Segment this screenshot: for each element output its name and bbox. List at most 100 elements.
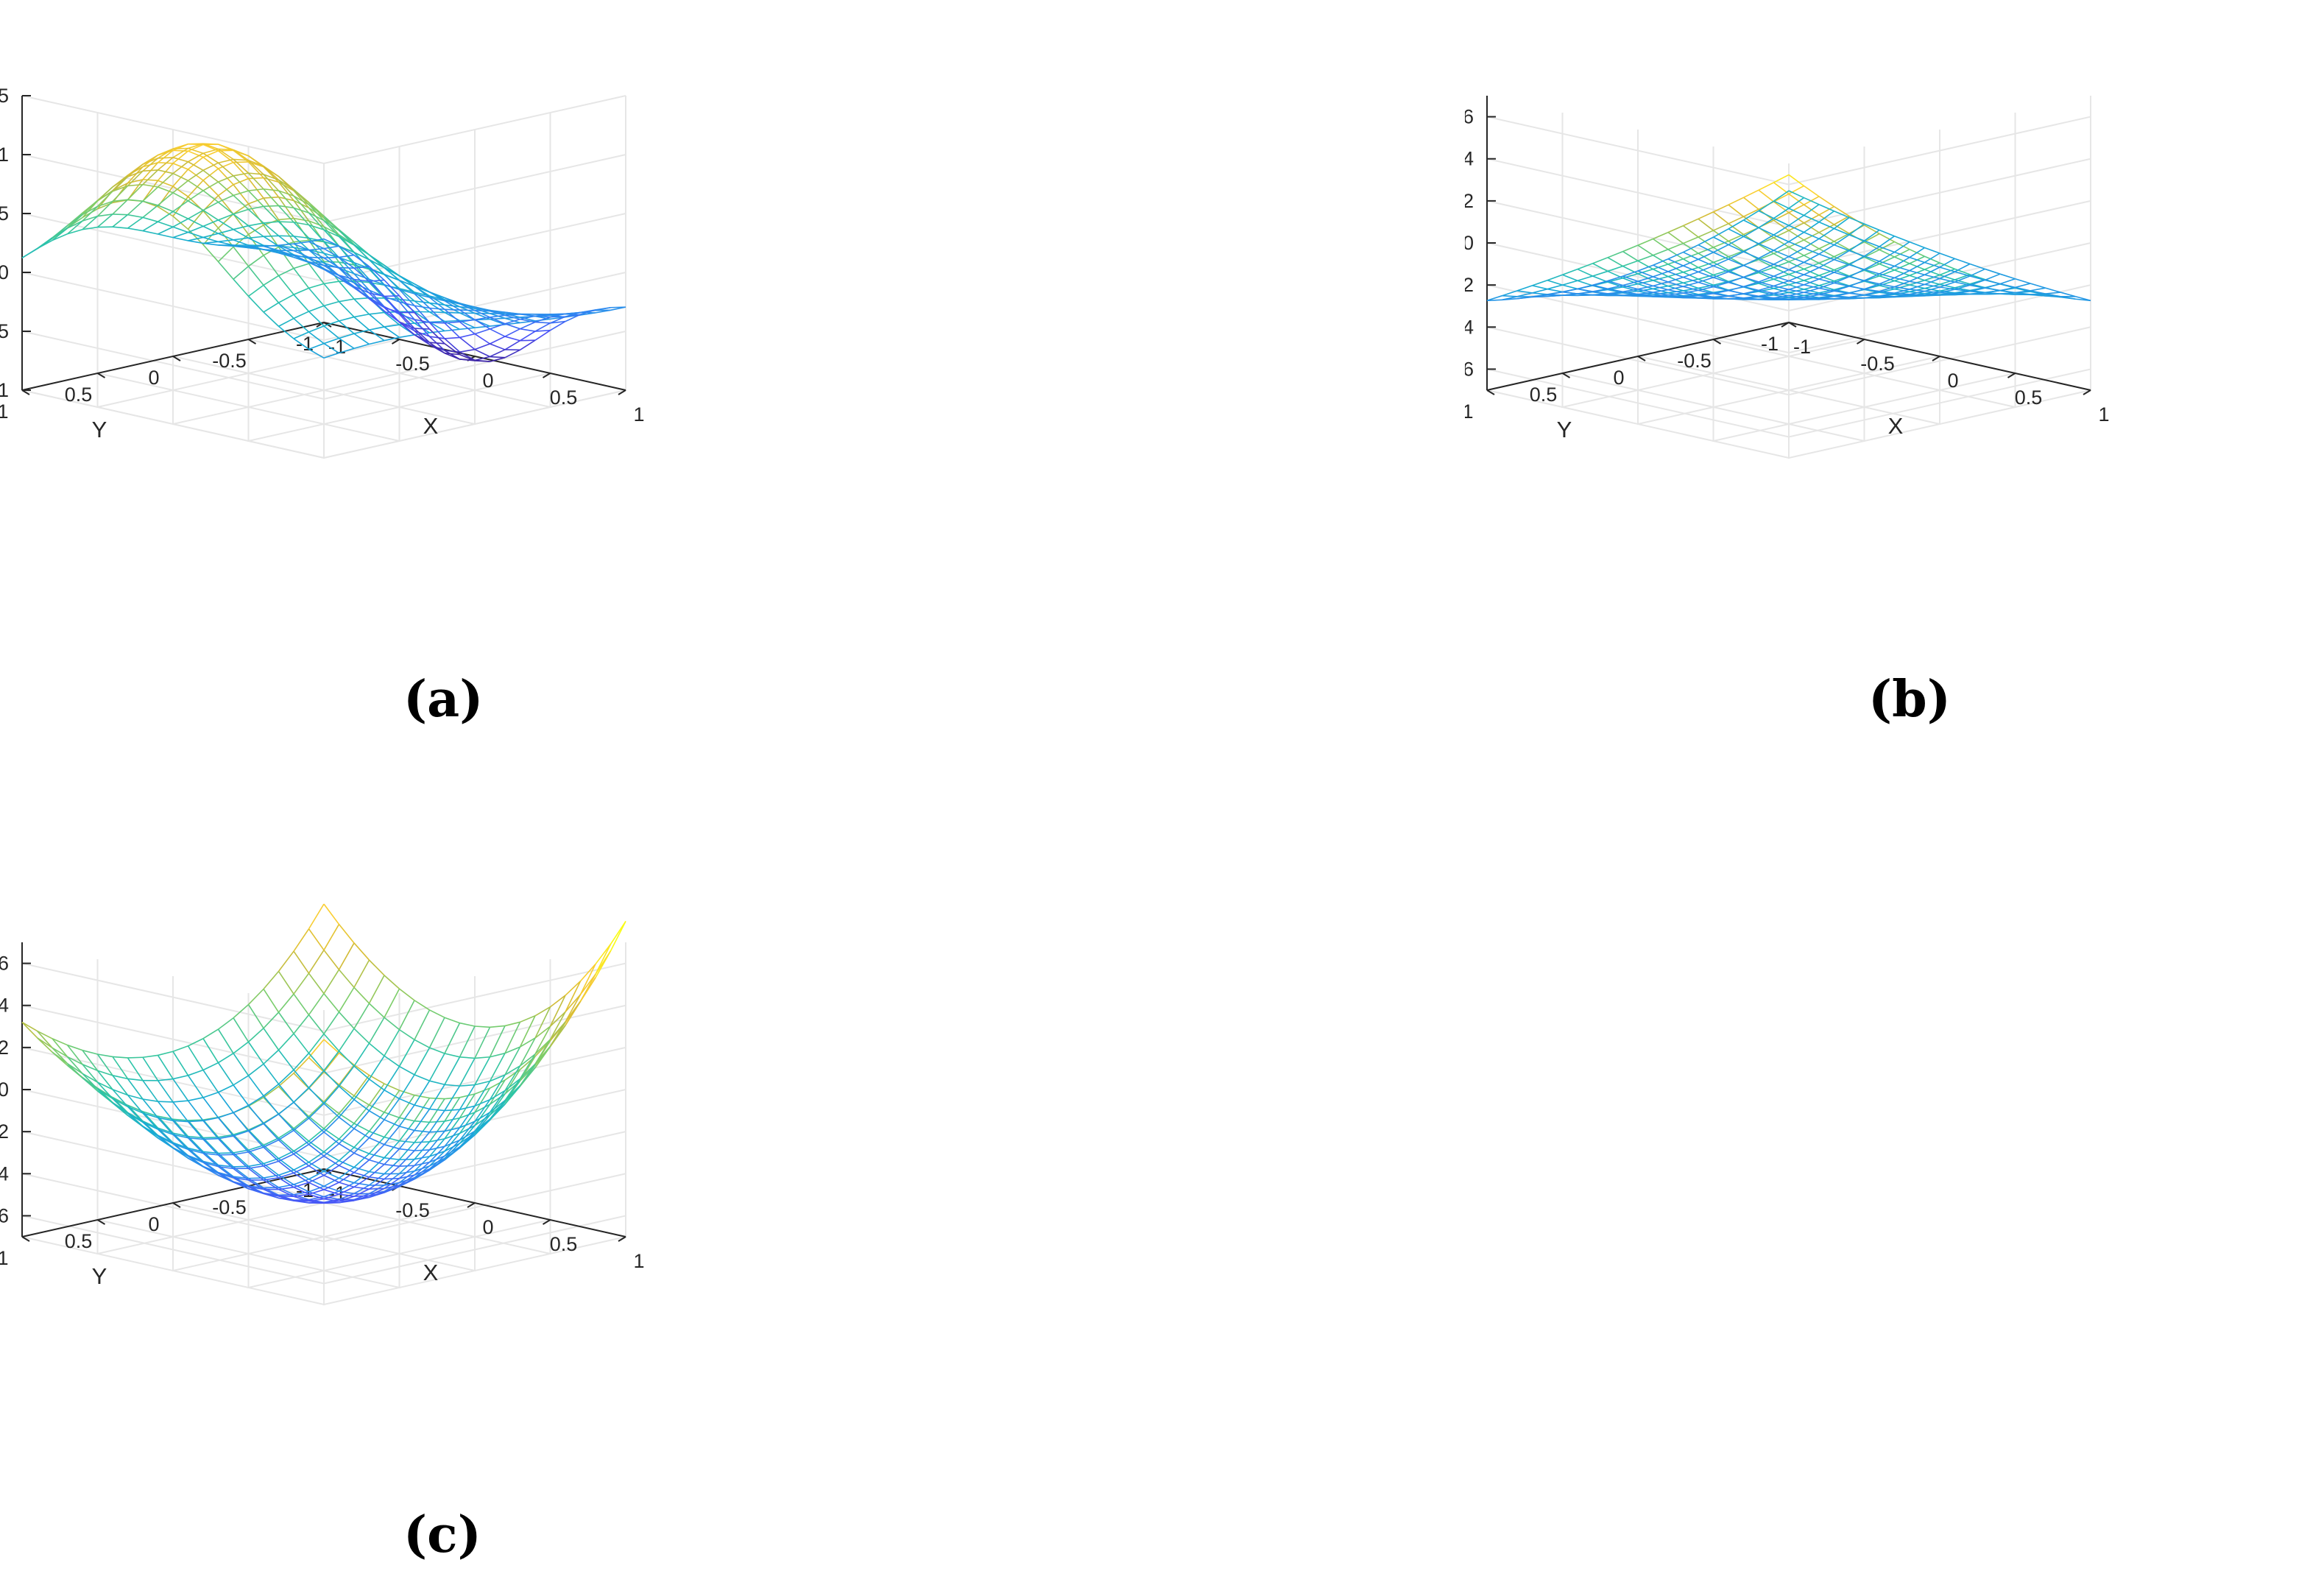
y-tick-label: -0.5 [212, 1196, 247, 1218]
mesh-segment [1999, 283, 2016, 289]
mesh-segment [323, 1143, 340, 1157]
mesh-segment [1622, 291, 1639, 295]
mesh-segment [1985, 268, 2001, 275]
panel-label-b: (b) [1868, 670, 1951, 729]
mesh-segment [293, 1069, 310, 1089]
x-tick-mark [618, 389, 626, 395]
mesh-segment [1713, 258, 1729, 266]
mesh-segment [1864, 229, 1880, 241]
mesh-segment [172, 1079, 189, 1101]
mesh-segment [353, 278, 370, 294]
mesh-segment [1773, 261, 1790, 269]
mesh-segment [474, 317, 490, 321]
mesh-segment [1547, 279, 1563, 286]
mesh-segment [474, 1056, 491, 1086]
mesh-segment [187, 1100, 204, 1121]
mesh-segment [490, 323, 506, 330]
mesh-segment [1773, 208, 1790, 219]
mesh-segment [369, 279, 385, 282]
mesh-segment [1909, 241, 1925, 249]
mesh-segment [1864, 269, 1880, 275]
mesh-segment [339, 1182, 355, 1192]
mesh-segment [202, 1166, 219, 1174]
mesh-segment [188, 236, 204, 241]
mesh-segment [218, 1053, 234, 1064]
mesh-segment [233, 1053, 250, 1076]
mesh-segment [1879, 275, 1895, 282]
mesh-segment [1773, 274, 1790, 280]
mesh-segment [338, 1051, 355, 1067]
mesh-segment [1818, 211, 1834, 223]
mesh-segment [504, 1084, 521, 1101]
mesh-segment [459, 353, 476, 361]
mesh-segment [1848, 234, 1865, 241]
mesh-segment [565, 314, 581, 322]
mesh-segment [490, 1052, 506, 1058]
mesh-segment [1879, 249, 1895, 258]
mesh-segment [202, 1152, 219, 1156]
mesh-segment [1818, 227, 1834, 239]
mesh-segment [414, 305, 431, 323]
mesh-segment [278, 217, 294, 221]
mesh-segment [1698, 236, 1714, 248]
mesh-segment [82, 215, 98, 222]
mesh-segment [338, 246, 355, 264]
mesh-segment [520, 339, 536, 350]
mesh-segment [353, 244, 370, 261]
mesh-segment [353, 1195, 370, 1201]
mesh-segment [1848, 216, 1865, 225]
mesh-segment [323, 903, 340, 925]
mesh-segment [459, 1130, 476, 1141]
mesh-segment [1788, 190, 1804, 199]
mesh-segment [247, 190, 264, 207]
mesh-segment [157, 157, 174, 171]
mesh-segment [1773, 275, 1790, 282]
mesh-segment [233, 1129, 249, 1136]
mesh-segment [1622, 280, 1639, 286]
mesh-segment [399, 1028, 415, 1040]
mesh-segment [1637, 290, 1653, 295]
mesh-segment [490, 1100, 506, 1113]
mesh-segment [1773, 193, 1790, 202]
mesh-segment [1698, 289, 1714, 294]
mesh-segment [202, 1119, 219, 1138]
mesh-segment [308, 1014, 325, 1034]
mesh-segment [2045, 293, 2061, 297]
mesh-segment [384, 1029, 400, 1056]
mesh-segment [1667, 251, 1684, 260]
mesh-segment [1834, 211, 1850, 219]
mesh-segment [1743, 189, 1759, 199]
mesh-segment [520, 318, 536, 323]
mesh-segment [1653, 238, 1669, 250]
mesh-segment [278, 181, 294, 191]
mesh-segment [142, 169, 158, 172]
mesh-segment [1743, 208, 1759, 217]
mesh-segment [142, 1121, 159, 1137]
mesh-segment [369, 258, 385, 269]
mesh-segment [398, 1120, 415, 1142]
mesh-segment [1788, 222, 1804, 231]
mesh-segment [459, 1093, 476, 1098]
mesh-segment [414, 293, 431, 309]
mesh-segment [444, 343, 460, 356]
mesh-segment [172, 1075, 188, 1080]
mesh-segment [1683, 244, 1699, 253]
y-tick-mark [1712, 339, 1722, 345]
mesh-segment [293, 972, 310, 995]
mesh-segment [504, 1069, 520, 1081]
mesh-segment [369, 1171, 385, 1175]
mesh-segment [1637, 280, 1653, 285]
mesh-segment [1698, 211, 1714, 220]
mesh-segment [339, 1116, 355, 1129]
mesh-segment [202, 1062, 219, 1071]
mesh-segment [384, 279, 400, 297]
mesh-segment [263, 222, 280, 236]
mesh-segment [1818, 196, 1834, 208]
mesh-segment [1909, 290, 1925, 295]
mesh-segment [1804, 292, 1820, 297]
mesh-segment [414, 1104, 430, 1110]
mesh-segment [188, 1120, 204, 1123]
mesh-segment [247, 1075, 264, 1097]
mesh-segment [1773, 190, 1790, 202]
mesh-segment [1848, 288, 1865, 294]
